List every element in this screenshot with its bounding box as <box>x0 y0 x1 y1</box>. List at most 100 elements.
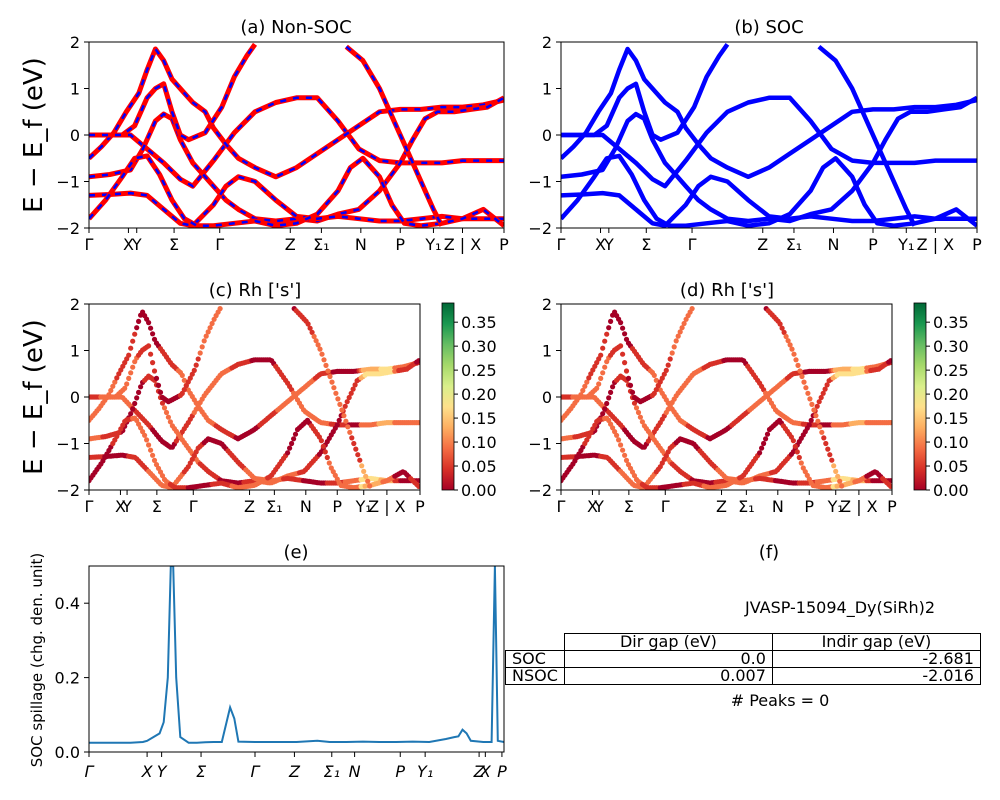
colorbar-tick-label: 0.30 <box>461 337 497 356</box>
band-dot <box>311 333 317 340</box>
band-line-dashed <box>89 154 504 227</box>
band-dot <box>625 375 632 381</box>
band-dot <box>359 463 365 469</box>
band-dot <box>163 409 170 416</box>
band-dot <box>146 320 152 326</box>
x-tick-label: Z | X <box>368 497 406 516</box>
band-dot <box>805 390 811 396</box>
band-dot <box>888 358 892 364</box>
band-dot <box>623 457 630 463</box>
band-dot <box>763 436 769 442</box>
band-dot <box>148 325 154 331</box>
axes-frame <box>560 303 893 491</box>
x-tick-label: Z <box>285 235 296 254</box>
band-dot <box>317 346 323 352</box>
colorbar-tick-label: 0.05 <box>933 457 969 476</box>
band-dot <box>335 396 341 402</box>
x-tick-label: X <box>141 762 154 781</box>
band-dot <box>829 457 835 463</box>
title-b: (b) SOC <box>734 17 803 38</box>
band-dot <box>822 386 828 392</box>
x-tick-label: P <box>332 497 342 516</box>
band-dot <box>313 338 319 344</box>
band-dot <box>580 387 586 394</box>
band-dot <box>205 329 211 335</box>
panel-a: 2 1 0 −1 −2 Γ XY Σ Γ Z Σ₁ N P Y₁ Z | X P <box>56 33 509 254</box>
band-line <box>561 42 730 142</box>
x-tick-label: Γ <box>189 497 198 516</box>
band-dot <box>888 420 892 426</box>
band-dot <box>126 352 132 358</box>
x-tick-label: Z <box>473 762 486 781</box>
x-tick-label: X <box>123 235 134 254</box>
band-dot <box>126 375 132 381</box>
title-a: (a) Non-SOC <box>240 17 351 38</box>
table-header-row: Dir gap (eV) Indir gap (eV) <box>506 633 981 651</box>
band-dot <box>653 387 659 393</box>
dots-panel-c <box>89 306 420 490</box>
x-tick-label: Σ <box>624 497 634 516</box>
band-dot <box>596 381 602 387</box>
x-tick-label: Z <box>288 762 301 781</box>
title-c: (c) Rh ['s'] <box>209 280 302 301</box>
band-line <box>561 153 977 228</box>
band-dot <box>586 375 592 381</box>
y-tick-label: 0.4 <box>55 594 80 613</box>
band-dot <box>348 390 354 396</box>
band-dot <box>148 351 154 357</box>
band-dot <box>203 333 209 339</box>
x-tick-label: X <box>587 497 598 516</box>
y-tick-label: 1 <box>70 342 80 361</box>
band-dot <box>155 382 162 388</box>
band-dot <box>659 375 665 381</box>
colorbar-tick-label: 0.25 <box>933 361 969 380</box>
band-dot <box>835 473 841 479</box>
x-tick-label: P <box>804 497 814 516</box>
table-corner <box>506 634 565 651</box>
table-row: NSOC 0.007 -2.016 <box>505 667 981 685</box>
band-dot <box>681 320 687 327</box>
x-tick-label: N <box>827 235 839 254</box>
band-dot <box>342 403 348 409</box>
band-dot <box>207 325 213 331</box>
band-dot <box>618 442 624 448</box>
band-dot <box>635 409 642 416</box>
y-tick-label: 0 <box>70 388 80 407</box>
band-dot <box>602 406 608 412</box>
band-dot <box>337 401 343 407</box>
table-row-label: SOC <box>505 650 565 668</box>
band-dot <box>815 418 821 424</box>
band-dot <box>329 379 335 385</box>
band-dot <box>307 325 313 331</box>
x-tick-label: Σ <box>152 497 162 516</box>
band-line <box>561 95 977 224</box>
band-dot <box>677 329 683 335</box>
colorbar <box>913 302 927 491</box>
band-dot <box>614 432 620 438</box>
colorbar <box>441 302 455 491</box>
axes-frame <box>560 41 978 229</box>
band-dot <box>790 438 797 444</box>
x-tick-label: X <box>115 497 126 516</box>
band-dot <box>604 331 610 337</box>
band-dot <box>813 413 819 419</box>
band-dot <box>604 400 610 407</box>
x-tick-label: Y <box>121 497 132 516</box>
axes-frame <box>88 303 421 491</box>
gap-table: Dir gap (eV) Indir gap (eV) SOC 0.0 -2.6… <box>505 633 981 685</box>
band-dot <box>350 386 356 392</box>
y-tick-label: −1 <box>56 435 80 454</box>
band-dot <box>667 356 673 362</box>
band-dot <box>679 325 685 331</box>
band-line <box>89 174 504 228</box>
x-tick-label: Γ <box>688 235 697 254</box>
band-dot <box>797 368 803 374</box>
band-line-dashed <box>89 43 257 142</box>
band-line <box>561 95 977 189</box>
x-tick-label: P <box>887 497 897 516</box>
band-dot <box>618 320 624 326</box>
band-dot <box>151 368 158 374</box>
y-tick-label: 2 <box>70 33 80 52</box>
band-dot <box>827 452 833 458</box>
